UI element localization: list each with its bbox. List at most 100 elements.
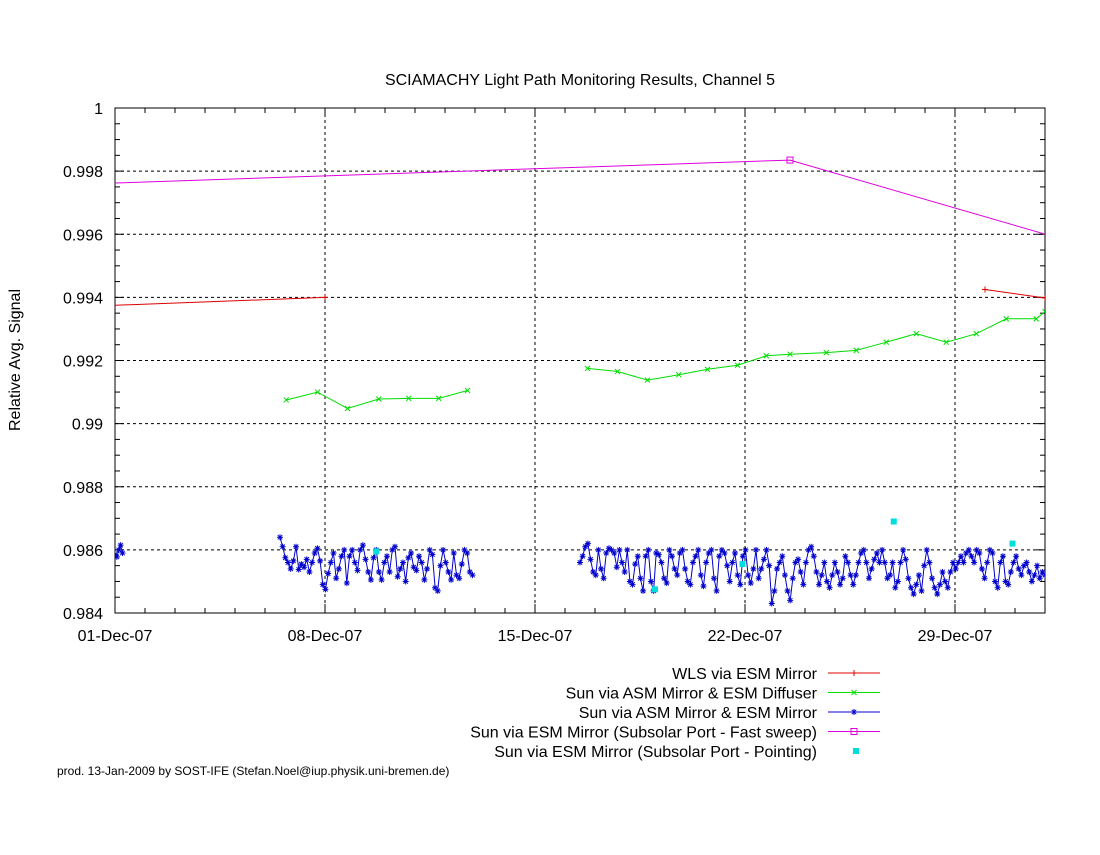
data-point	[614, 368, 621, 375]
data-point	[703, 559, 710, 566]
data-point	[434, 587, 441, 594]
data-point	[818, 572, 825, 579]
data-point	[632, 561, 639, 568]
data-point	[642, 553, 649, 560]
data-point	[1026, 568, 1033, 575]
series-5	[373, 518, 1016, 593]
data-point	[440, 546, 447, 553]
data-point	[1031, 572, 1038, 579]
data-point	[697, 572, 704, 579]
data-point	[652, 586, 658, 593]
data-point	[732, 550, 738, 557]
data-point	[852, 572, 859, 579]
data-point	[458, 561, 465, 568]
data-point	[810, 553, 817, 560]
legend-marker	[851, 709, 857, 715]
data-point	[787, 351, 793, 358]
data-point	[957, 553, 964, 560]
data-point	[295, 566, 302, 573]
series-line	[984, 289, 1045, 299]
data-point	[831, 559, 838, 566]
data-point	[1002, 578, 1009, 585]
data-point	[742, 546, 749, 553]
data-point	[734, 362, 741, 369]
data-point	[590, 568, 597, 575]
data-point	[298, 561, 305, 568]
data-point	[921, 562, 928, 569]
data-point	[675, 371, 682, 378]
data-point	[934, 591, 941, 598]
data-point	[394, 573, 401, 580]
data-point	[865, 575, 872, 582]
data-point	[984, 559, 991, 566]
data-point	[456, 575, 463, 582]
data-point	[317, 557, 324, 564]
data-point	[842, 553, 849, 560]
data-point	[952, 565, 959, 572]
data-point	[587, 556, 594, 563]
data-point	[1036, 575, 1043, 582]
grid	[115, 108, 1045, 613]
data-point	[285, 559, 292, 566]
data-point	[1033, 315, 1040, 322]
data-point	[734, 572, 741, 579]
data-point	[584, 365, 591, 372]
legend: WLS via ESM Mirror Sun via ASM Mirror & E…	[470, 666, 880, 761]
data-point	[616, 546, 623, 553]
legend-marker	[851, 689, 857, 696]
data-point	[469, 572, 476, 579]
data-point	[739, 561, 746, 568]
data-point	[829, 572, 836, 579]
series-line	[115, 159, 1045, 235]
data-point	[359, 542, 366, 549]
data-point	[375, 396, 382, 402]
data-point	[322, 586, 329, 593]
data-point	[351, 559, 358, 566]
data-point	[354, 567, 361, 574]
data-point	[445, 568, 452, 575]
data-point	[1007, 568, 1014, 575]
data-point	[343, 580, 350, 587]
y-tick-label: 1	[94, 101, 103, 118]
data-point	[117, 542, 124, 549]
data-point	[386, 568, 393, 575]
data-point	[739, 553, 746, 560]
series-line	[587, 311, 1045, 381]
y-tick-label: 0.994	[63, 290, 103, 307]
data-point	[437, 562, 444, 569]
data-point	[399, 559, 406, 566]
data-point	[655, 551, 662, 558]
data-point	[309, 559, 316, 566]
series-1	[115, 286, 1045, 306]
x-tick-label: 22-Dec-07	[708, 628, 783, 645]
data-point	[797, 568, 804, 575]
ticks: 0.984 0.986 0.988 0.99 0.992 0.994 0.996 0.998 1…	[63, 101, 1045, 645]
data-point	[881, 559, 888, 566]
data-point	[892, 584, 899, 591]
data-point	[779, 553, 786, 560]
data-point	[378, 576, 385, 583]
data-point	[283, 397, 290, 403]
data-point	[453, 572, 460, 579]
chart-title: SCIAMACHY Light Path Monitoring Results,…	[385, 72, 775, 89]
data-point	[448, 576, 455, 583]
data-point	[992, 578, 999, 585]
data-point	[883, 339, 890, 346]
data-point	[1010, 559, 1017, 566]
data-point	[402, 578, 409, 585]
data-point	[973, 330, 980, 337]
data-point	[876, 559, 883, 566]
data-point	[426, 546, 433, 553]
data-point	[834, 568, 841, 575]
data-point	[306, 568, 313, 575]
data-point	[850, 581, 857, 588]
data-point	[705, 550, 712, 557]
data-point	[821, 559, 828, 566]
data-point	[968, 553, 975, 560]
data-point	[629, 581, 636, 588]
data-point	[808, 543, 815, 550]
data-point	[913, 330, 920, 337]
data-point	[997, 559, 1004, 566]
data-point	[747, 580, 754, 587]
series-line	[115, 296, 326, 306]
